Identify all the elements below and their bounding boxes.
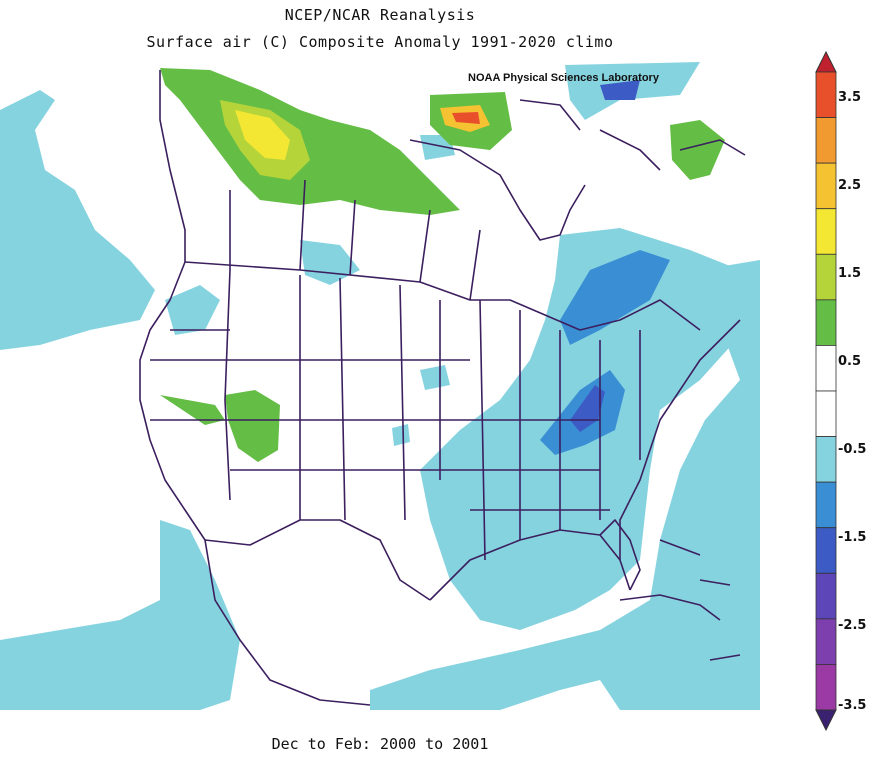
great-lakes-cool-region: [420, 365, 450, 390]
alaska-coast: [159, 70, 186, 262]
colorbar-bottom-arrow: [815, 709, 837, 732]
political-boundaries: [139, 70, 746, 706]
colorbar-band: [815, 664, 837, 711]
chart-title: NCEP/NCAR Reanalysis: [284, 6, 476, 24]
legend-label-3-5: 3.5: [838, 90, 862, 105]
arctic-islands: [519, 99, 746, 171]
hudson-bay-coast: [409, 139, 586, 241]
bc-cool-region: [165, 285, 220, 335]
kansas-cool-region: [392, 424, 410, 446]
pacific-cool-region: [0, 90, 155, 350]
colorbar-band: [815, 299, 837, 346]
mexico-coast: [204, 539, 371, 706]
colorbar-band: [815, 208, 837, 255]
colorbar-band: [815, 527, 837, 574]
colorbar-band: [815, 436, 837, 483]
northeast-cold-region: [560, 250, 670, 345]
us-canada-border: [184, 261, 701, 331]
caribbean-islands: [659, 539, 741, 661]
florida-outline: [599, 519, 641, 591]
colorbar-band: [815, 390, 837, 437]
colorbar-band: [815, 481, 837, 529]
colorbar: [815, 50, 837, 732]
legend-label-neg-1-5: -1.5: [838, 530, 867, 545]
arctic-cold-region: [600, 80, 640, 100]
greenland-hottest-region: [452, 112, 480, 124]
colorado-warm-region: [225, 390, 280, 462]
east-coast: [619, 319, 741, 560]
cuba-outline: [619, 594, 721, 621]
us-mexico-border: [204, 519, 431, 601]
legend-label-0-5: 0.5: [838, 354, 862, 369]
chart-subtitle: Surface air (C) Composite Anomaly 1991-2…: [146, 33, 614, 51]
colorbar-band: [815, 71, 837, 118]
colorbar-top-arrow: [815, 50, 837, 73]
legend-label-1-5: 1.5: [838, 266, 862, 281]
legend-label-neg-2-5: -2.5: [838, 618, 867, 633]
west-coast: [139, 261, 206, 541]
labrador-warm-region: [670, 120, 725, 180]
canadian-province-lines: [229, 179, 481, 301]
colorbar-band: [815, 345, 837, 392]
legend-label-neg-0-5: -0.5: [838, 442, 867, 457]
colorbar-band: [815, 572, 837, 620]
warm-anomaly-regions: [160, 68, 725, 462]
baja-cool-region: [0, 520, 240, 710]
period-label: Dec to Feb: 2000 to 2001: [271, 735, 489, 753]
nevada-warm-region: [160, 395, 225, 425]
legend-label-2-5: 2.5: [838, 178, 862, 193]
colorbar-band: [815, 253, 837, 301]
colorbar-band: [815, 162, 837, 210]
colorbar-band: [815, 117, 837, 164]
colorbar-band: [815, 618, 837, 665]
alaska-hot-region: [235, 110, 290, 160]
credit-label: NOAA Physical Sciences Laboratory: [468, 72, 659, 84]
state-lines: [150, 269, 641, 561]
legend-label-neg-3-5: -3.5: [838, 698, 867, 713]
atlantic-cool-region: [370, 260, 760, 710]
